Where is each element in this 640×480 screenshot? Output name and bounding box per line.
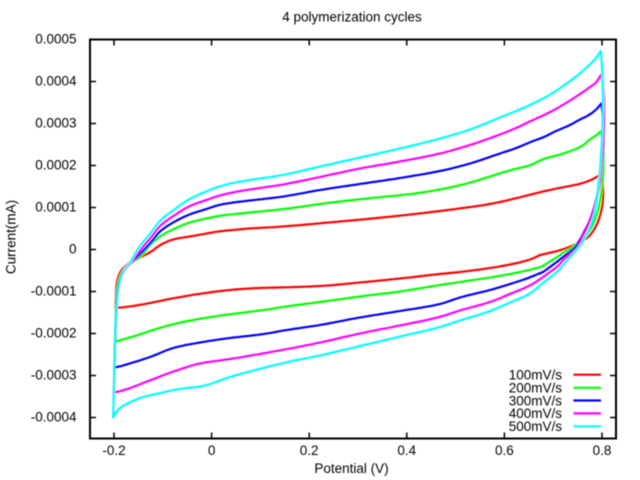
svg-text:0.4: 0.4 — [397, 443, 416, 458]
svg-text:0.2: 0.2 — [300, 443, 319, 458]
svg-text:0.0004: 0.0004 — [35, 74, 77, 89]
svg-text:0.0003: 0.0003 — [35, 116, 76, 131]
svg-text:-0.0004: -0.0004 — [31, 410, 77, 425]
svg-text:300mV/s: 300mV/s — [509, 393, 563, 408]
svg-text:0.0001: 0.0001 — [35, 200, 76, 215]
svg-text:-0.0003: -0.0003 — [31, 368, 77, 383]
svg-text:100mV/s: 100mV/s — [509, 368, 563, 383]
svg-text:0: 0 — [208, 443, 216, 458]
svg-text:0.8: 0.8 — [593, 443, 612, 458]
svg-text:-0.2: -0.2 — [102, 443, 125, 458]
svg-text:4 polymerization cycles: 4 polymerization cycles — [282, 9, 422, 24]
svg-text:-0.0002: -0.0002 — [31, 326, 77, 341]
svg-text:200mV/s: 200mV/s — [509, 381, 563, 396]
svg-text:Potential (V): Potential (V) — [314, 461, 388, 476]
svg-text:0.6: 0.6 — [495, 443, 514, 458]
svg-text:0: 0 — [69, 242, 77, 257]
svg-text:-0.0001: -0.0001 — [31, 284, 77, 299]
svg-text:400mV/s: 400mV/s — [509, 406, 563, 421]
svg-text:Current(mA): Current(mA) — [3, 200, 18, 274]
svg-text:500mV/s: 500mV/s — [509, 419, 563, 434]
svg-text:0.0002: 0.0002 — [35, 158, 76, 173]
svg-text:0.0005: 0.0005 — [35, 32, 76, 47]
